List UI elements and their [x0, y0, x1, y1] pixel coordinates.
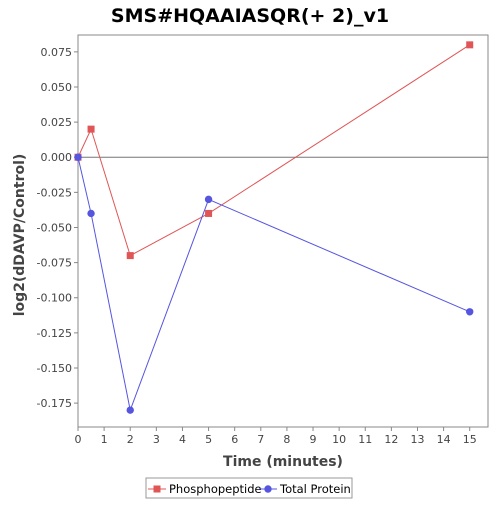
x-tick-label: 13	[410, 433, 424, 446]
x-tick-label: 4	[179, 433, 186, 446]
y-tick-label: -0.175	[37, 397, 72, 410]
x-tick-label: 6	[231, 433, 238, 446]
y-tick-label: -0.025	[37, 186, 72, 199]
legend: Phosphopeptide Total Protein	[145, 477, 353, 499]
x-tick-label: 11	[358, 433, 372, 446]
x-tick-label: 8	[283, 433, 290, 446]
x-tick-label: 5	[205, 433, 212, 446]
data-point	[74, 153, 82, 161]
data-point	[87, 209, 95, 218]
x-tick-label: 15	[463, 433, 477, 446]
y-axis-label: log2(dDAVP/Control)	[12, 154, 28, 317]
y-tick-label: 0.075	[41, 46, 73, 59]
y-tick-label: 0.050	[41, 81, 73, 94]
data-point	[126, 406, 134, 414]
x-tick-label: 10	[332, 433, 346, 446]
x-tick-label: 1	[101, 433, 108, 446]
y-tick-label: 0.000	[41, 151, 73, 164]
x-axis-ticks: 0 1 2 3 4 5 6 7 8 9 10 11 12 13 14 15	[75, 427, 477, 446]
x-tick-label: 12	[384, 433, 398, 446]
x-tick-label: 0	[75, 433, 82, 446]
legend-label: Phosphopeptide	[169, 482, 262, 496]
x-tick-label: 7	[257, 433, 264, 446]
x-tick-label: 3	[153, 433, 160, 446]
data-point	[126, 252, 134, 260]
y-tick-label: -0.100	[37, 292, 72, 305]
legend-marker	[264, 485, 272, 493]
y-tick-label: -0.150	[37, 362, 72, 375]
y-axis-ticks: 0.075 0.050 0.025 0.000 -0.025 -0.050 -0.075 -0…	[37, 46, 78, 410]
x-tick-label: 9	[310, 433, 317, 446]
series-group	[74, 41, 474, 414]
legend-marker	[153, 485, 161, 493]
data-point	[87, 125, 95, 133]
legend-label: Total Protein	[279, 482, 351, 496]
data-point	[466, 308, 474, 316]
data-point	[205, 209, 213, 217]
x-tick-label: 2	[127, 433, 134, 446]
legend-box	[145, 477, 353, 499]
y-tick-label: 0.025	[41, 116, 73, 129]
data-point	[466, 41, 474, 49]
x-tick-label: 14	[437, 433, 451, 446]
chart-title: SMS#HQAAIASQR(+ 2)_v1	[111, 5, 389, 27]
y-tick-label: -0.125	[37, 327, 72, 340]
x-axis-label: Time (minutes)	[223, 454, 343, 470]
y-tick-label: -0.075	[37, 257, 72, 270]
y-tick-label: -0.050	[37, 221, 72, 234]
data-point	[204, 195, 213, 204]
series-total-protein	[74, 153, 474, 414]
